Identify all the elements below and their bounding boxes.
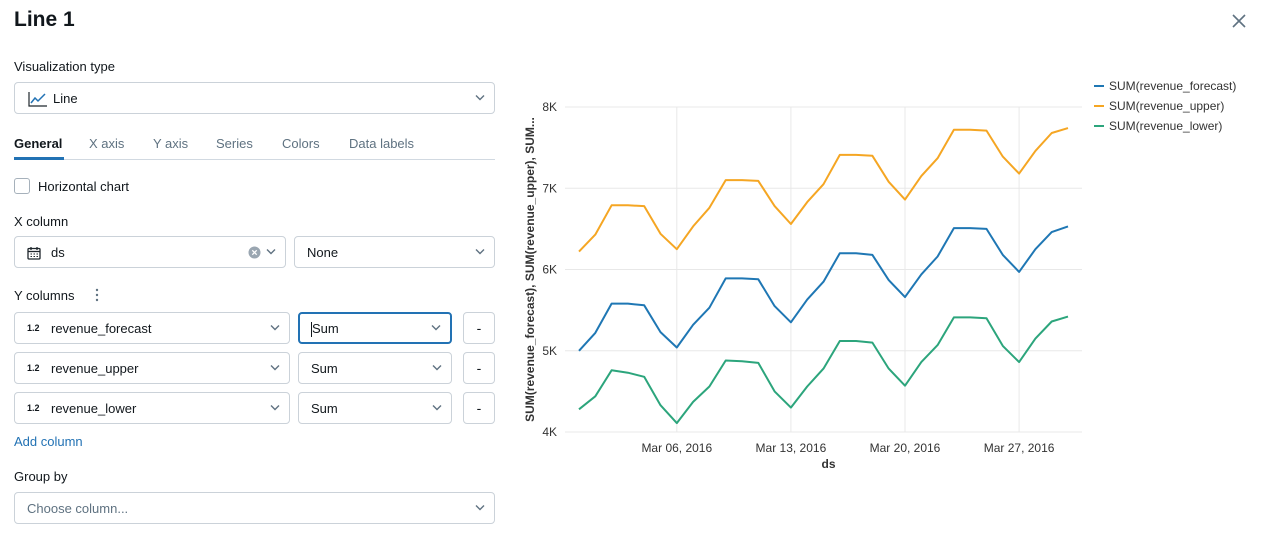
x-tick-label: Mar 27, 2016 — [984, 441, 1055, 455]
chevron-down-icon — [432, 405, 442, 411]
x-column-select[interactable]: ds — [14, 236, 286, 268]
series-line-2 — [578, 127, 1069, 253]
viz-type-label: Visualization type — [14, 59, 115, 74]
series-line-3 — [578, 315, 1069, 425]
line-chart-icon — [28, 92, 47, 107]
horizontal-chart-label: Horizontal chart — [38, 179, 130, 194]
legend-label: SUM(revenue_upper) — [1109, 99, 1224, 113]
x-tick-label: Mar 13, 2016 — [756, 441, 827, 455]
chevron-down-icon — [432, 365, 442, 371]
group-by-select[interactable]: Choose column... — [14, 492, 495, 524]
tab-series[interactable]: Series — [216, 136, 253, 151]
line-chart: 4K 5K 6K 7K 8K Mar 06, 2016 Mar 13, 2016 Mar 20… — [523, 79, 1236, 471]
horizontal-chart-checkbox[interactable] — [14, 178, 30, 194]
y-column-value: revenue_forecast — [51, 320, 152, 336]
settings-tabs: General X axis Y axis Series Colors Data… — [14, 130, 495, 160]
legend-label: SUM(revenue_forecast) — [1109, 79, 1236, 93]
y-tick-label: 8K — [542, 100, 557, 114]
chevron-down-icon — [270, 365, 280, 371]
y-aggregation-value: Sum — [312, 320, 339, 336]
y-column-select[interactable]: 1.2 revenue_forecast — [14, 312, 290, 344]
viz-type-select[interactable]: Line — [14, 82, 495, 114]
viz-type-value: Line — [53, 90, 78, 106]
y-column-select[interactable]: 1.2 revenue_upper — [14, 352, 290, 384]
numeric-type-icon: 1.2 — [27, 363, 40, 373]
tab-data-labels[interactable]: Data labels — [349, 136, 415, 151]
active-tab-indicator — [14, 157, 64, 160]
y-column-value: revenue_lower — [51, 400, 137, 416]
y-tick-label: 4K — [542, 425, 557, 439]
y-aggregation-value: Sum — [311, 360, 338, 376]
series-line-1 — [578, 225, 1069, 352]
x-axis-title: ds — [821, 457, 835, 471]
x-scale-value: None — [307, 244, 339, 260]
y-aggregation-select[interactable]: Sum — [298, 392, 452, 424]
y-tick-label: 5K — [542, 344, 557, 358]
chevron-down-icon — [270, 325, 280, 331]
numeric-type-icon: 1.2 — [27, 323, 40, 333]
y-tick-label: 7K — [542, 181, 557, 195]
group-by-label: Group by — [14, 469, 68, 484]
y-column-value: revenue_upper — [51, 360, 139, 376]
y-axis-title: SUM(revenue_forecast), SUM(revenue_upper… — [523, 117, 537, 422]
modal-title: Line 1 — [14, 8, 75, 31]
tab-x-axis[interactable]: X axis — [89, 136, 125, 151]
kebab-menu-icon[interactable] — [94, 288, 100, 302]
numeric-type-icon: 1.2 — [27, 403, 40, 413]
chevron-down-icon — [475, 505, 485, 511]
add-column-link[interactable]: Add column — [14, 434, 83, 449]
y-aggregation-select[interactable]: Sum — [298, 352, 452, 384]
chevron-down-icon — [270, 405, 280, 411]
chevron-down-icon — [475, 95, 485, 101]
remove-column-button[interactable]: - — [463, 392, 495, 424]
remove-column-button[interactable]: - — [463, 352, 495, 384]
legend-label: SUM(revenue_lower) — [1109, 119, 1222, 133]
y-aggregation-value: Sum — [311, 400, 338, 416]
calendar-icon — [27, 247, 41, 260]
chevron-down-icon — [475, 249, 485, 255]
x-column-label: X column — [14, 214, 69, 229]
close-icon[interactable] — [1229, 11, 1249, 31]
y-aggregation-select[interactable]: Sum — [298, 312, 452, 344]
tab-y-axis[interactable]: Y axis — [153, 136, 189, 151]
tab-colors[interactable]: Colors — [282, 136, 320, 151]
y-column-select[interactable]: 1.2 revenue_lower — [14, 392, 290, 424]
clear-icon[interactable] — [248, 246, 261, 259]
x-tick-label: Mar 20, 2016 — [870, 441, 941, 455]
remove-column-button[interactable]: - — [463, 312, 495, 344]
chevron-down-icon — [266, 249, 276, 255]
tab-general[interactable]: General — [14, 136, 63, 151]
x-column-value: ds — [51, 244, 65, 260]
x-scale-select[interactable]: None — [294, 236, 495, 268]
y-columns-label: Y columns — [14, 288, 75, 303]
chevron-down-icon — [431, 325, 441, 331]
x-tick-label: Mar 06, 2016 — [641, 441, 712, 455]
text-cursor — [311, 322, 312, 337]
y-tick-label: 6K — [542, 263, 557, 277]
group-by-placeholder: Choose column... — [27, 500, 129, 516]
